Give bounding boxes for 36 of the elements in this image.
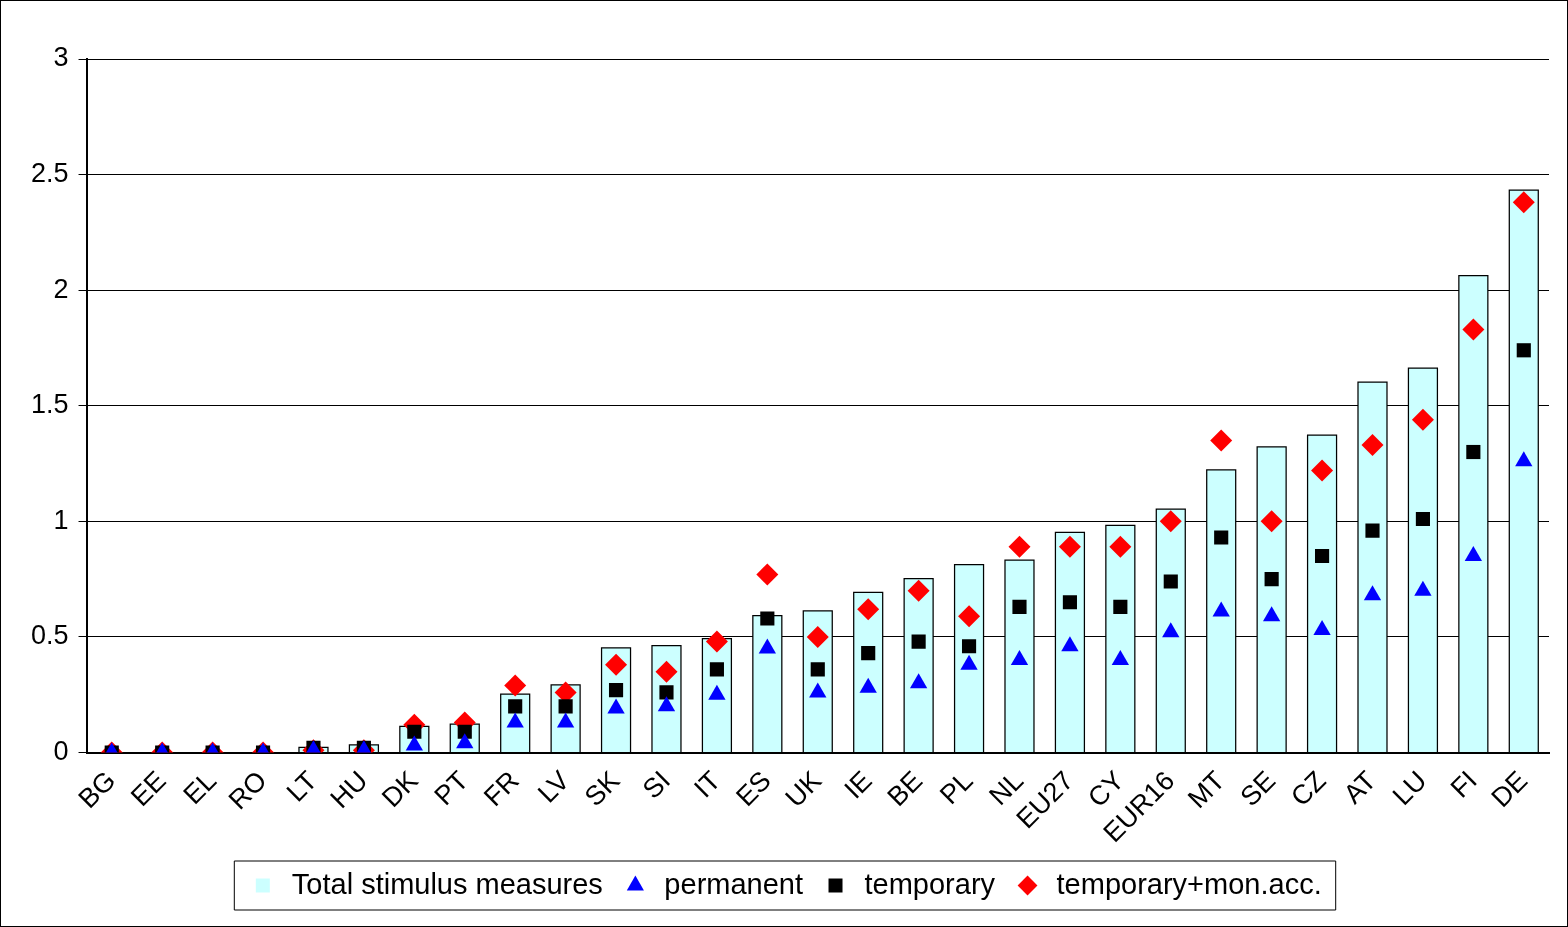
x-tick-label: SE bbox=[1234, 765, 1282, 812]
x-tick-label: FR bbox=[478, 765, 525, 812]
x-tick-label: PL bbox=[934, 765, 979, 810]
y-tick-label: 1.5 bbox=[30, 389, 69, 420]
x-tick-label: RO bbox=[222, 765, 273, 816]
y-tick-label: 0 bbox=[53, 736, 69, 766]
x-tick-label: EL bbox=[177, 765, 223, 810]
x-tick-label: LV bbox=[531, 765, 576, 809]
x-tick-label: UK bbox=[779, 765, 828, 814]
x-tick-label: EE bbox=[125, 765, 172, 812]
x-tick-label: PT bbox=[428, 765, 475, 811]
legend-label: permanent bbox=[664, 867, 804, 900]
x-tick-label: CZ bbox=[1284, 765, 1332, 812]
x-tick-label: SI bbox=[636, 765, 676, 805]
x-tick-label: HU bbox=[324, 765, 374, 815]
x-tick-label: MT bbox=[1181, 765, 1231, 815]
legend-label: Total stimulus measures bbox=[291, 867, 603, 900]
x-tick-label: AT bbox=[1337, 765, 1383, 810]
x-tick-label: LT bbox=[280, 765, 323, 808]
x-tick-label: DE bbox=[1485, 765, 1534, 814]
x-tick-label: IT bbox=[688, 765, 727, 804]
legend-label: temporary+mon.acc. bbox=[1056, 867, 1322, 900]
legend-label: temporary bbox=[864, 867, 996, 900]
y-tick-label: 2 bbox=[53, 273, 69, 304]
x-tick-label: BE bbox=[881, 765, 929, 812]
x-tick-label: SK bbox=[578, 765, 626, 812]
x-tick-label: FI bbox=[1444, 765, 1483, 804]
x-tick-label: ES bbox=[730, 765, 777, 812]
x-tick-label: BG bbox=[72, 765, 122, 815]
y-tick-label: 3 bbox=[53, 42, 69, 73]
y-tick-label: 0.5 bbox=[30, 620, 69, 651]
x-tick-label: IE bbox=[838, 765, 878, 805]
y-tick-label: 1 bbox=[53, 504, 69, 535]
x-tick-label: LU bbox=[1386, 765, 1433, 811]
y-tick-label: 2.5 bbox=[30, 158, 69, 189]
x-tick-label: DK bbox=[376, 765, 424, 814]
